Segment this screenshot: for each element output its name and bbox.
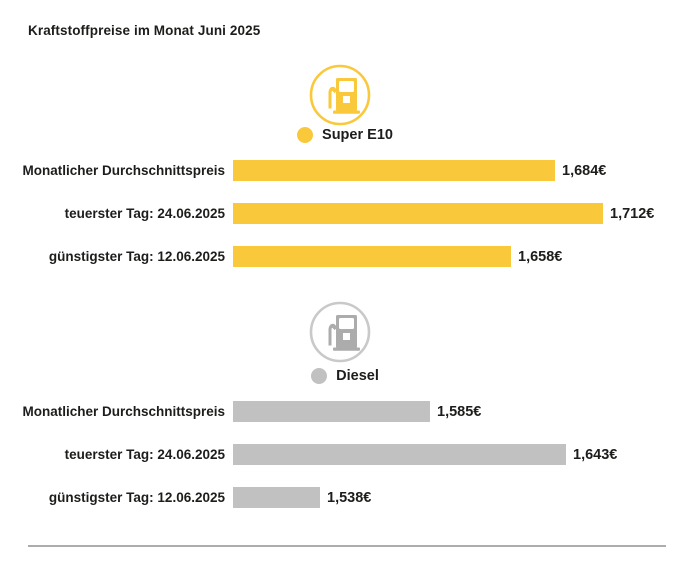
bar-row: Monatlicher Durchschnittspreis 1,684€ — [0, 160, 690, 181]
bar-row: Monatlicher Durchschnittspreis 1,585€ — [0, 401, 690, 422]
legend-label-super-e10: Super E10 — [322, 127, 393, 143]
bar — [233, 246, 511, 267]
bar-row-label: Monatlicher Durchschnittspreis — [22, 404, 225, 419]
gray-dot-icon — [311, 368, 328, 384]
yellow-dot-icon — [297, 127, 314, 143]
bar-group-super-e10: Monatlicher Durchschnittspreis 1,684€ te… — [0, 160, 690, 289]
bar-group-diesel: Monatlicher Durchschnittspreis 1,585€ te… — [0, 401, 690, 530]
bar-row: teuerster Tag: 24.06.2025 1,643€ — [0, 444, 690, 465]
bar — [233, 203, 603, 224]
bar — [233, 160, 555, 181]
bar — [233, 444, 566, 465]
bar-value-label: 1,658€ — [518, 248, 563, 265]
bar-value-label: 1,538€ — [327, 489, 372, 506]
bar-row: günstigster Tag: 12.06.2025 1,538€ — [0, 487, 690, 508]
fuel-pump-icon — [308, 300, 372, 364]
bar-value-label: 1,684€ — [562, 162, 607, 179]
bar-value-label: 1,643€ — [573, 446, 618, 463]
fuel-pump-icon — [308, 63, 372, 127]
bar-row-label: Monatlicher Durchschnittspreis — [22, 163, 225, 178]
bar-value-label: 1,712€ — [610, 205, 655, 222]
bar-row: günstigster Tag: 12.06.2025 1,658€ — [0, 246, 690, 267]
bar-row-label: teuerster Tag: 24.06.2025 — [64, 447, 225, 462]
bar-row: teuerster Tag: 24.06.2025 1,712€ — [0, 203, 690, 224]
page-title: Kraftstoffpreise im Monat Juni 2025 — [28, 23, 261, 38]
bar — [233, 401, 430, 422]
legend-diesel: Diesel — [0, 367, 690, 385]
bar-row-label: teuerster Tag: 24.06.2025 — [64, 206, 225, 221]
bar-row-label: günstigster Tag: 12.06.2025 — [48, 249, 225, 264]
bar-value-label: 1,585€ — [437, 403, 482, 420]
legend-super-e10: Super E10 — [0, 126, 690, 144]
bottom-divider — [28, 545, 666, 547]
bar — [233, 487, 320, 508]
legend-label-diesel: Diesel — [336, 368, 379, 384]
bar-row-label: günstigster Tag: 12.06.2025 — [48, 490, 225, 505]
